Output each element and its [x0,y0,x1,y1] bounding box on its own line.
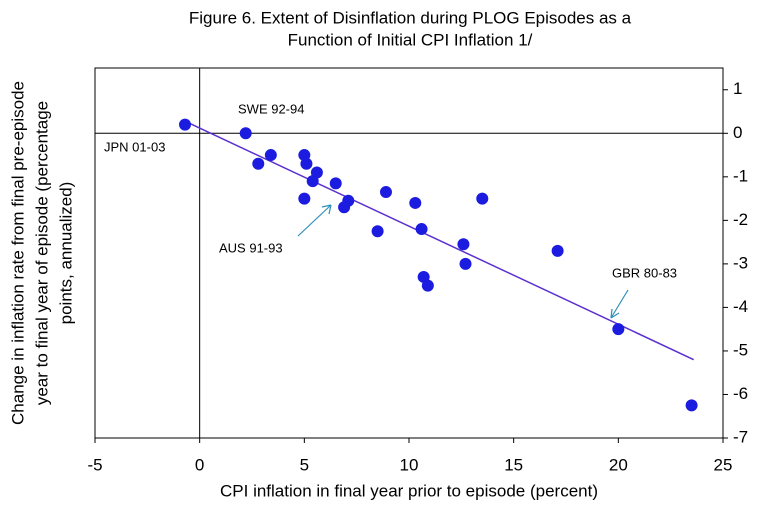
x-tick-label: 10 [400,455,419,474]
data-point [300,157,313,170]
data-point [342,194,355,207]
y-axis-title: Change in inflation rate from final pre-… [8,81,75,425]
annotation: JPN 01-03 [104,139,165,154]
x-tick-label: 15 [504,455,523,474]
data-point [409,196,422,209]
data-point [179,118,192,131]
x-tick-label: 5 [300,455,309,474]
arrow [297,204,332,237]
data-point [685,399,698,412]
y-tick-label: -7 [733,427,748,446]
y-tick-label: 1 [733,79,742,98]
data-point [239,127,252,140]
data-point [551,244,564,257]
data-point [298,192,311,205]
annotation: GBR 80-83 [612,265,677,280]
y-tick-label: -1 [733,166,748,185]
x-tick-label: 0 [195,455,204,474]
y-tick-label: -5 [733,340,748,359]
y-tick-label: -4 [733,297,748,316]
y-tick-label: -2 [733,210,748,229]
data-point [252,157,265,170]
y-axis-title-line: Change in inflation rate from final pre-… [8,81,27,425]
arrow [610,289,629,319]
y-axis-title-line: year to final year of episode (percentag… [32,101,51,405]
y-axis-title-line: points, annualized) [56,182,75,325]
annotation-arrows [297,204,629,319]
data-point [415,223,428,236]
x-tick-label: 25 [714,455,733,474]
data-point [379,186,392,199]
annotation: SWE 92-94 [238,101,304,116]
y-tick-label: 0 [733,123,742,142]
chart-title: Function of Initial CPI Inflation 1/ [288,30,533,49]
data-point [371,225,384,238]
y-tick-label: -6 [733,384,748,403]
data-point [264,149,277,162]
y-tick-label: -3 [733,253,748,272]
data-point [421,279,434,292]
chart-title: Figure 6. Extent of Disinflation during … [189,8,632,27]
data-point [457,238,470,251]
x-axis-title: CPI inflation in final year prior to epi… [220,481,598,500]
annotation: AUS 91-93 [219,240,283,255]
data-point [459,257,472,270]
data-point [329,177,342,190]
x-tick-label: -5 [87,455,102,474]
data-point [476,192,489,205]
data-point [612,323,625,336]
x-tick-label: 20 [609,455,628,474]
data-point [306,175,319,188]
